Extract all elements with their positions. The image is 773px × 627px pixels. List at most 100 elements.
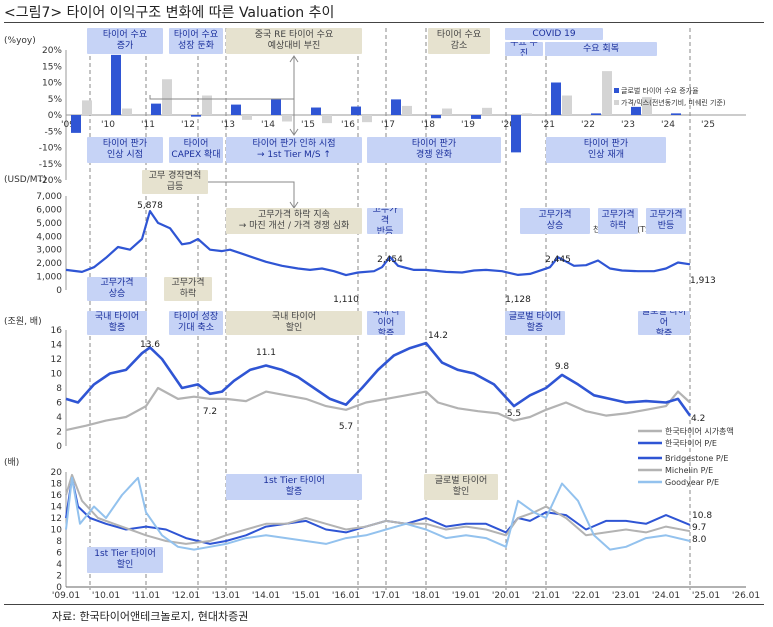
y-tick-label: 14: [51, 341, 63, 351]
bar-price-mix: [402, 105, 412, 115]
annotation-box: COVID 19: [505, 28, 603, 40]
annotation-box: 타이어 판가 인상 시점: [87, 137, 163, 163]
bar-price-mix: [442, 108, 452, 115]
y-tick-label: 0%: [48, 111, 63, 121]
data-label: 2,454: [377, 255, 403, 265]
data-label: 7.2: [203, 407, 217, 417]
annotation-box: 고무가격 하락: [598, 208, 638, 234]
callout-connector: [149, 57, 295, 100]
legend-swatch: [614, 88, 619, 93]
y-tick-label: 0: [56, 286, 62, 296]
y-tick-label: 6: [56, 399, 62, 409]
bar-category-label: '19: [461, 120, 475, 130]
bar-demand-growth: [231, 104, 241, 115]
annotation-box: 타이어 판가 인상 재개: [546, 137, 666, 163]
annotation-box: 중국 RE 타이어 수요 예상대비 부진: [226, 28, 362, 54]
annotation-box: 고무가격 상승: [520, 208, 590, 234]
source-note: 자료: 한국타이어앤테크놀로지, 현대차증권: [52, 610, 249, 623]
annotation-box: 수요 회복: [545, 42, 657, 56]
annotation-box: 수요 부진: [505, 42, 543, 56]
bar-demand-growth: [151, 103, 161, 115]
legend-swatch: [614, 100, 619, 105]
annotation-box: 타이어 성장 기대 축소: [169, 311, 223, 335]
y-tick-label: 3,000: [36, 246, 62, 256]
bar-price-mix: [242, 115, 252, 120]
y-tick-label: 4,000: [36, 232, 62, 242]
x-tick-label: '22.01: [572, 591, 600, 601]
bar-price-mix: [122, 108, 132, 115]
legend-label: Bridgestone P/E: [665, 454, 728, 463]
y-tick-label: 15%: [42, 62, 62, 72]
y-tick-label: 4: [56, 560, 62, 570]
bar-demand-growth: [511, 115, 521, 153]
bar-category-label: '20: [501, 120, 515, 130]
y-tick-label: 0: [56, 442, 62, 452]
hankook-pe-line: [65, 341, 692, 417]
annotation-box: 글로벌 타이어 할인: [424, 474, 498, 500]
annotation-box: 국내 타이어 할증: [367, 311, 405, 335]
y-tick-label: 10: [51, 526, 63, 536]
bar-demand-growth: [271, 99, 281, 115]
bar-price-mix: [362, 115, 372, 123]
annotation-box: 1st Tier 타이어 할증: [226, 474, 362, 500]
legend-label: 한국타이어 시가총액: [665, 426, 734, 436]
bar-price-mix: [642, 97, 652, 115]
bar-category-label: '18: [421, 120, 435, 130]
y-tick-label: 20%: [42, 46, 62, 56]
x-tick-label: '09.01: [52, 591, 80, 601]
y-tick-label: 10: [51, 370, 63, 380]
data-label: 4.2: [691, 414, 705, 424]
bar-category-label: '25: [701, 120, 715, 130]
y-tick-label: 2: [56, 428, 62, 438]
data-label: 5.5: [507, 409, 521, 419]
y-tick-label: 2: [56, 572, 62, 582]
annotation-box: 고무가격 반등: [367, 208, 403, 234]
x-tick-label: '19.01: [452, 591, 480, 601]
x-tick-label: '15.01: [292, 591, 320, 601]
bar-demand-growth: [311, 107, 321, 115]
bar-price-mix: [162, 79, 172, 115]
x-tick-label: '13.01: [212, 591, 240, 601]
bar-demand-growth: [431, 115, 441, 119]
y-tick-label: 1,000: [36, 273, 62, 283]
bar-demand-growth: [671, 113, 681, 115]
bar-category-label: '09: [61, 120, 75, 130]
y-axis-title: (%yoy): [4, 36, 36, 46]
y-tick-label: -15%: [39, 160, 63, 170]
rubber-price-line: [65, 210, 691, 277]
data-label: 11.1: [256, 348, 276, 358]
bar-demand-growth: [111, 54, 121, 115]
bar-category-label: '14: [261, 120, 275, 130]
data-label: 5.7: [339, 422, 353, 432]
annotation-box: 고무가격 하락: [164, 277, 212, 301]
bar-price-mix: [562, 95, 572, 115]
bar-category-label: '13: [221, 120, 235, 130]
y-tick-label: 7,000: [36, 192, 62, 202]
y-tick-label: 12: [51, 355, 62, 365]
legend-label: 한국타이어 P/E: [665, 438, 717, 448]
y-tick-label: 0: [56, 583, 62, 593]
y-tick-label: 16: [51, 491, 63, 501]
y-tick-label: -20%: [39, 176, 63, 186]
title-rule: [4, 22, 764, 23]
y-tick-label: 8: [56, 537, 62, 547]
callout-arrowhead: [289, 55, 299, 63]
bar-category-label: '23: [621, 120, 635, 130]
y-tick-label: 5%: [48, 95, 63, 105]
bar-price-mix: [522, 113, 532, 115]
bar-category-label: '10: [101, 120, 115, 130]
bar-demand-growth: [351, 106, 361, 115]
bar-category-label: '15: [301, 120, 315, 130]
bar-category-label: '24: [661, 120, 675, 130]
bar-category-label: '22: [581, 120, 595, 130]
data-label: 9.8: [555, 362, 570, 372]
y-tick-label: 12: [51, 514, 62, 524]
bar-category-label: '12: [181, 120, 195, 130]
y-tick-label: 14: [51, 503, 63, 513]
market-cap-line: [65, 386, 691, 432]
data-label: 8.0: [692, 535, 707, 545]
y-tick-label: -10%: [39, 144, 63, 154]
data-label: 2,445: [545, 255, 571, 265]
y-tick-label: -5%: [44, 127, 62, 137]
